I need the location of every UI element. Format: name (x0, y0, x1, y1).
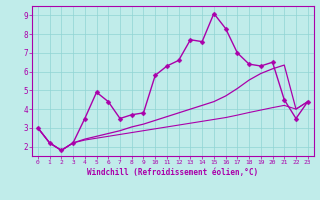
X-axis label: Windchill (Refroidissement éolien,°C): Windchill (Refroidissement éolien,°C) (87, 168, 258, 177)
